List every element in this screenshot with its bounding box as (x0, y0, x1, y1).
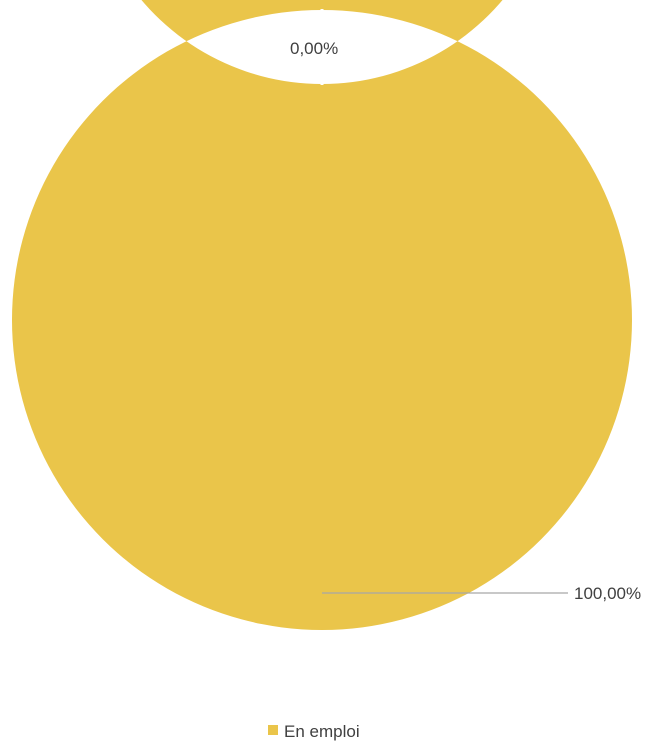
chart-legend: En emploi (268, 722, 360, 741)
data-label-slice-1: 0,00% (290, 39, 338, 58)
legend-label-en-emploi: En emploi (284, 722, 360, 741)
legend-swatch-en-emploi (268, 725, 278, 735)
donut-slice-2 (12, 0, 632, 630)
data-label-slice-2: 100,00% (574, 584, 641, 603)
data-labels: 0,00% 100,00% (290, 39, 641, 603)
donut-slices (12, 0, 632, 630)
